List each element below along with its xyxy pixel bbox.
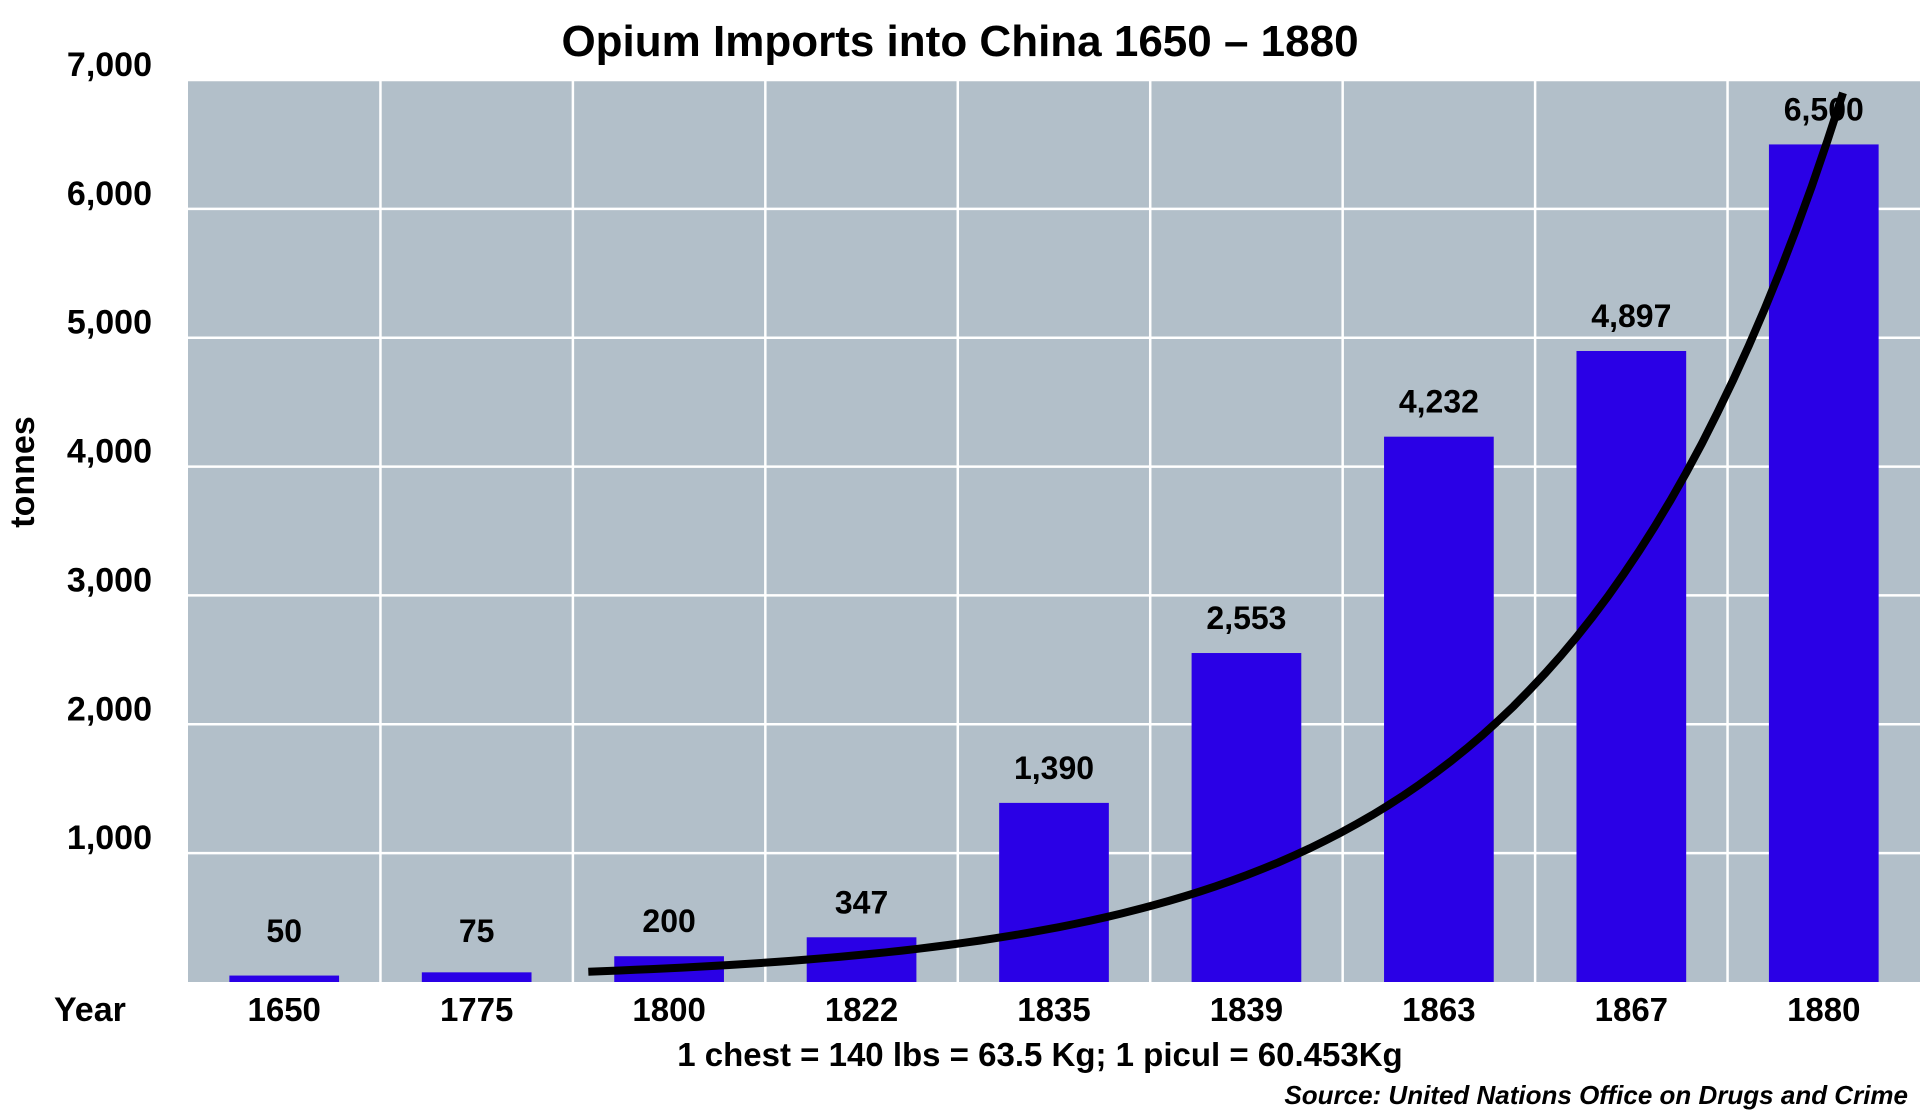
bar-1880 — [1768, 144, 1879, 982]
data-label-1835: 1,390 — [1014, 750, 1094, 786]
x-axis-label: Year — [54, 991, 126, 1029]
x-tick-label: 1822 — [825, 991, 898, 1028]
y-tick-label: 4,000 — [67, 433, 152, 471]
data-labels: 50 75 200 347 1,390 2,553 4,232 4,897 6,500 — [266, 91, 1863, 949]
y-tick-label: 6,000 — [67, 175, 152, 213]
data-label-1822: 347 — [835, 884, 888, 920]
y-tick-label: 1,000 — [67, 819, 152, 857]
y-axis-label: tonnes — [4, 416, 42, 527]
chart-title: Opium Imports into China 1650 – 1880 — [561, 17, 1358, 66]
y-tick-label: 2,000 — [67, 690, 152, 728]
y-tick-label: 7,000 — [67, 46, 152, 84]
x-axis-ticks: 1650 1775 1800 1822 1835 1839 1863 1867 1880 — [248, 991, 1861, 1028]
source-note: Source: United Nations Office on Drugs a… — [1284, 1080, 1908, 1110]
x-tick-label: 1880 — [1787, 991, 1860, 1028]
data-label-1867: 4,897 — [1591, 298, 1671, 334]
y-tick-label: 5,000 — [67, 304, 152, 342]
bars — [229, 144, 1879, 982]
x-tick-label: 1839 — [1210, 991, 1283, 1028]
bar-1835 — [999, 802, 1109, 982]
y-tick-label: 3,000 — [67, 561, 152, 599]
data-label-1650: 50 — [266, 913, 302, 949]
data-label-1800: 200 — [642, 903, 695, 939]
bar-1839 — [1191, 653, 1302, 982]
trend-line-layer — [588, 91, 1847, 976]
bar-1863 — [1384, 436, 1494, 982]
trend-line — [588, 91, 1847, 976]
data-label-1775: 75 — [459, 913, 495, 949]
x-tick-label: 1650 — [248, 991, 321, 1028]
bar-1867 — [1576, 350, 1687, 982]
x-tick-label: 1835 — [1017, 991, 1090, 1028]
bar-1650 — [229, 975, 340, 982]
unit-note: 1 chest = 140 lbs = 63.5 Kg; 1 picul = 6… — [677, 1036, 1402, 1073]
data-label-1880: 6,500 — [1784, 91, 1864, 127]
bar-1775 — [421, 972, 532, 982]
x-tick-label: 1775 — [440, 991, 513, 1028]
gridlines — [188, 78, 1920, 982]
data-label-1863: 4,232 — [1399, 384, 1479, 420]
x-tick-label: 1863 — [1402, 991, 1475, 1028]
x-tick-label: 1800 — [632, 991, 705, 1028]
data-label-1839: 2,553 — [1206, 600, 1286, 636]
x-tick-label: 1867 — [1595, 991, 1668, 1028]
y-axis-ticks: 1,000 2,000 3,000 4,000 5,000 6,000 7,000 — [67, 46, 152, 857]
